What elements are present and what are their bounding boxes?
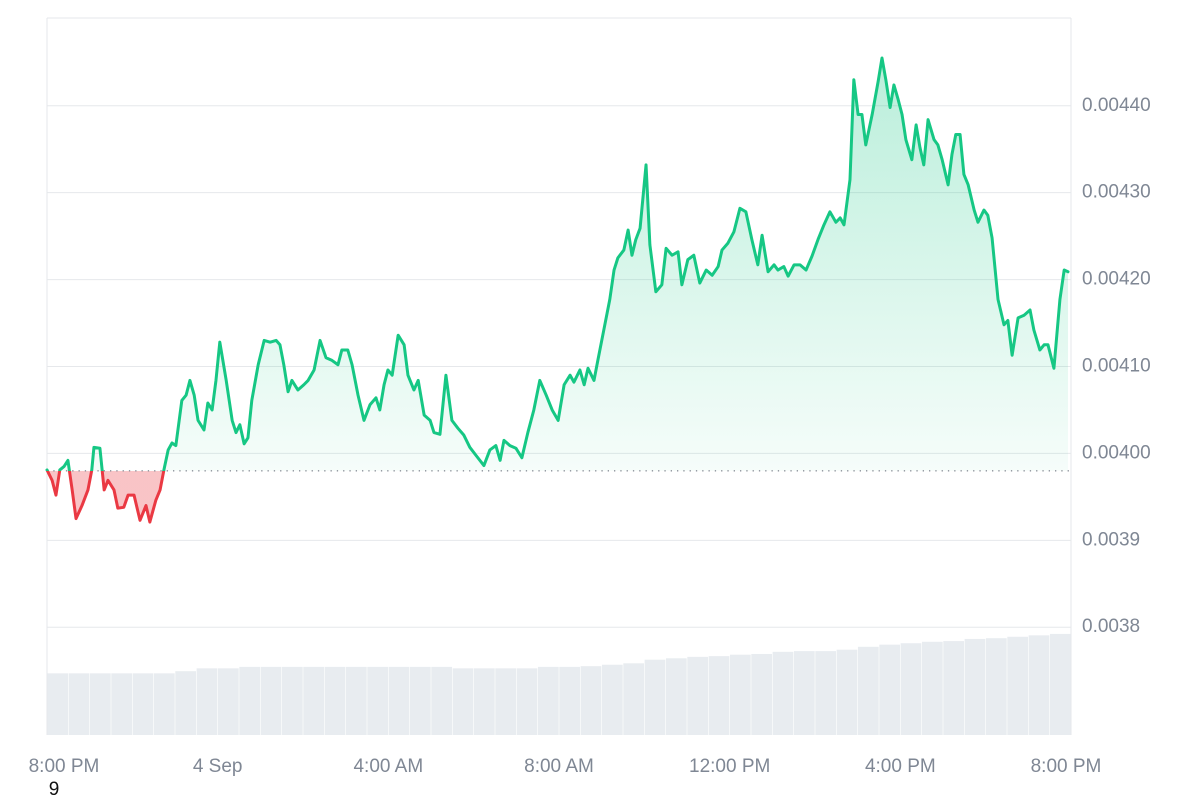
volume-bar xyxy=(644,659,666,735)
x-tick-label: 8:00 PM xyxy=(29,756,100,777)
volume-bar xyxy=(217,668,239,735)
volume-bar xyxy=(303,666,325,735)
volume-bar xyxy=(367,666,389,735)
volume-bar xyxy=(516,668,538,735)
volume-bar xyxy=(239,666,261,735)
volume-bar xyxy=(601,664,623,735)
volume-bar xyxy=(1007,636,1029,735)
y-tick-label: 0.00420 xyxy=(1082,269,1151,290)
volume-bar xyxy=(964,638,986,735)
volume-bar xyxy=(857,646,879,735)
volume-bar xyxy=(388,666,410,735)
volume-bar xyxy=(729,654,751,735)
volume-bar xyxy=(153,673,175,735)
volume-bar xyxy=(708,656,730,735)
volume-bar xyxy=(431,666,453,735)
volume-bar xyxy=(196,668,218,735)
volume-bar xyxy=(665,658,687,735)
volume-bar xyxy=(68,673,90,735)
volume-bar xyxy=(687,656,709,735)
volume-bar xyxy=(943,641,965,735)
y-tick-label: 0.0039 xyxy=(1082,529,1140,550)
x-tick-label: 4:00 PM xyxy=(865,756,936,777)
volume-bar xyxy=(815,651,837,735)
x-tick-label: 4:00 AM xyxy=(353,756,423,777)
volume-bar xyxy=(324,666,346,735)
volume-bar xyxy=(1049,633,1071,735)
volume-bar xyxy=(47,673,69,735)
price-line xyxy=(45,56,1070,524)
volume-bar xyxy=(793,651,815,735)
volume-bar xyxy=(452,668,474,735)
x-tick-label: 8:00 PM xyxy=(1031,756,1102,777)
x-tick-label: 12:00 PM xyxy=(689,756,770,777)
y-tick-label: 0.00440 xyxy=(1082,95,1151,116)
volume-bar xyxy=(132,673,154,735)
volume-bar xyxy=(580,666,602,735)
volume-bar xyxy=(836,649,858,735)
volume-bar xyxy=(921,641,943,735)
volume-bar xyxy=(985,638,1007,735)
volume-bar xyxy=(623,663,645,735)
volume-bar xyxy=(900,643,922,735)
volume-bar xyxy=(175,671,197,735)
volume-bar xyxy=(879,644,901,735)
volume-bar xyxy=(1028,635,1050,735)
volume-bar xyxy=(537,666,559,735)
volume-bar xyxy=(260,666,282,735)
y-tick-label: 0.00410 xyxy=(1082,356,1151,377)
volume-bar xyxy=(409,666,431,735)
y-tick-label: 0.00430 xyxy=(1082,182,1151,203)
volume-bar xyxy=(281,666,303,735)
y-tick-label: 0.00400 xyxy=(1082,442,1151,463)
volume-bar xyxy=(111,673,133,735)
x-tick-label: 4 Sep xyxy=(193,756,243,777)
volume-bar xyxy=(89,673,111,735)
volume-bar xyxy=(473,668,495,735)
x-tick-label: 8:00 AM xyxy=(524,756,594,777)
volume-bar xyxy=(772,651,794,735)
price-area xyxy=(47,57,1069,523)
volume-bar xyxy=(495,668,517,735)
y-tick-label: 0.0038 xyxy=(1082,616,1140,637)
volume-bar xyxy=(559,666,581,735)
volume-bar xyxy=(345,666,367,735)
stray-label: 9 xyxy=(49,779,60,800)
volume-bar xyxy=(751,653,773,735)
